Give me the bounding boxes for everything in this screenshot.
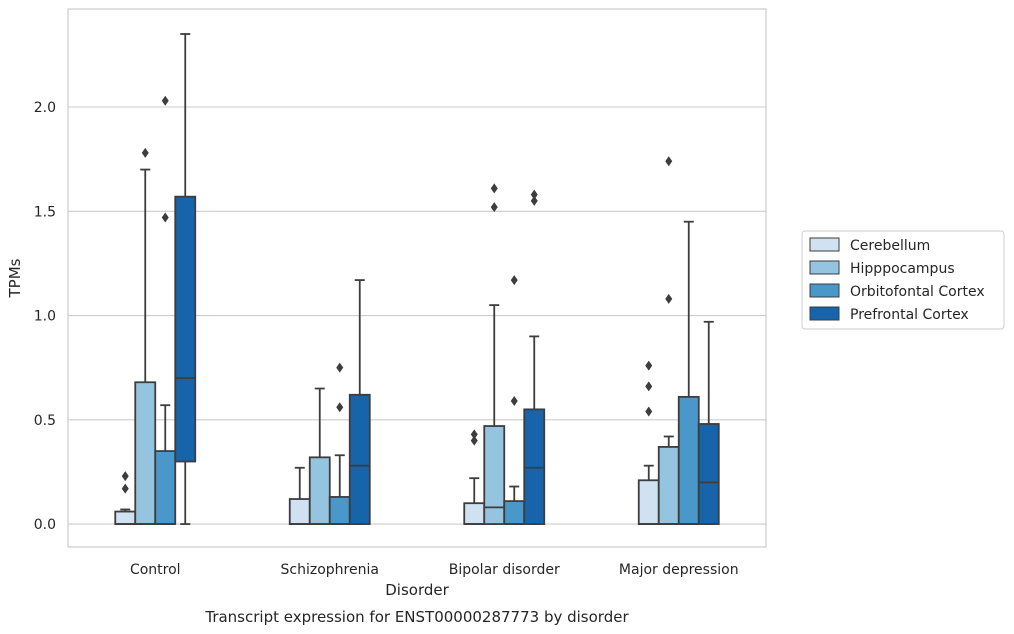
outlier-point (645, 406, 653, 417)
box (114, 510, 137, 525)
outlier-point (141, 147, 149, 158)
box-group (134, 147, 157, 525)
legend: Cerebellum Hipppocampus Orbitofontal Corte… (801, 230, 1005, 330)
box (154, 450, 177, 525)
legend-swatch (809, 237, 840, 252)
box (308, 456, 331, 525)
y-tick-label: 0.0 (34, 517, 56, 533)
y-tick-label: 0.5 (34, 413, 56, 429)
legend-item: Cerebellum (809, 237, 930, 254)
outlier-point (470, 435, 478, 446)
x-tick-label: Major depression (619, 562, 739, 578)
outlier-point (510, 396, 518, 407)
outlier-point (645, 360, 653, 371)
y-tick-label: 2.0 (34, 100, 56, 116)
legend-item: Orbitofontal Cortex (809, 283, 985, 300)
legend-item: Hipppocampus (809, 260, 955, 277)
box (677, 395, 700, 525)
box-group (348, 279, 371, 525)
legend-swatch (809, 260, 840, 275)
box-group (174, 33, 197, 525)
plot-frame (67, 8, 767, 548)
legend-label: Hipppocampus (850, 261, 955, 277)
box-group (657, 156, 680, 525)
box (134, 381, 157, 525)
outlier-point (161, 212, 169, 223)
y-tick-labels: 0.0 0.5 1.0 1.5 2.0 (34, 100, 56, 533)
box-group (463, 429, 486, 525)
chart-caption: Transcript expression for ENST0000028777… (204, 608, 629, 626)
y-tick-label: 1.5 (34, 204, 56, 220)
legend-label: Orbitofontal Cortex (850, 284, 985, 300)
outlier-point (510, 275, 518, 286)
box-group (288, 466, 311, 525)
legend-swatch (809, 283, 840, 298)
box-group (637, 360, 660, 525)
y-axis-label: TPMs (6, 258, 24, 298)
box-group (523, 189, 546, 525)
legend-item: Prefrontal Cortex (809, 306, 969, 323)
outlier-point (121, 471, 129, 482)
box-group (697, 320, 720, 525)
box (174, 195, 197, 463)
box-group (503, 275, 526, 525)
outlier-point (490, 202, 498, 213)
box (483, 425, 506, 525)
outlier-point (645, 381, 653, 392)
box-group (328, 362, 351, 525)
box-group (308, 387, 331, 525)
box (523, 408, 546, 525)
outlier-point (336, 362, 344, 373)
outlier-point (336, 402, 344, 413)
box-group (483, 183, 506, 525)
outlier-point (490, 183, 498, 194)
box (657, 446, 680, 525)
outlier-point (161, 95, 169, 106)
outlier-point (665, 293, 673, 304)
x-tick-label: Schizophrenia (281, 562, 379, 578)
x-tick-labels: Control Schizophrenia Bipolar disorder Majo… (130, 562, 739, 578)
outlier-point (530, 195, 538, 206)
box (288, 498, 311, 525)
outlier-point (470, 429, 478, 440)
x-axis-label: Disorder (385, 581, 449, 599)
box (503, 500, 526, 525)
y-tick-label: 1.0 (34, 309, 56, 325)
box-layer (114, 33, 720, 525)
legend-frame (801, 230, 1005, 330)
legend-swatch (809, 306, 840, 321)
box (637, 479, 660, 525)
box-group (677, 220, 700, 525)
box (697, 423, 720, 525)
legend-label: Cerebellum (850, 238, 930, 254)
legend-label: Prefrontal Cortex (850, 307, 969, 323)
x-tick-label: Bipolar disorder (449, 562, 560, 578)
x-tick-label: Control (130, 562, 181, 578)
box-group (154, 95, 177, 525)
box-group (114, 471, 137, 525)
box (348, 393, 371, 525)
outlier-point (665, 156, 673, 167)
outlier-point (530, 189, 538, 200)
outlier-point (121, 483, 129, 494)
box (463, 502, 486, 525)
box (328, 496, 351, 525)
